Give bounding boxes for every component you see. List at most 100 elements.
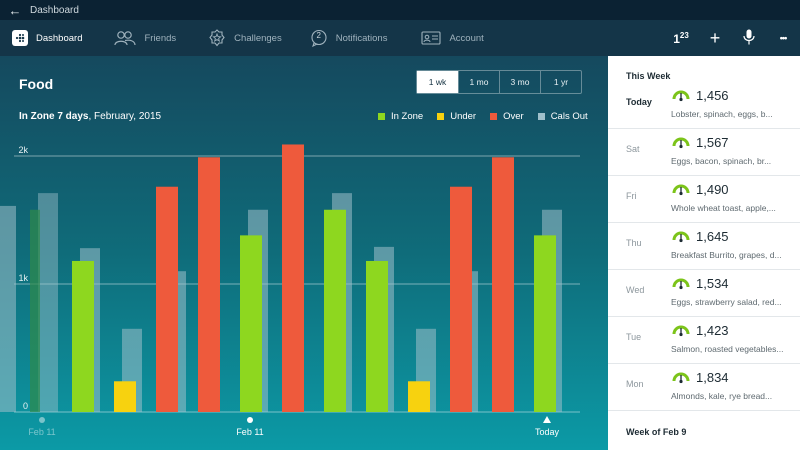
foods-summary: Breakfast Burrito, grapes, d... [671, 250, 782, 260]
food-bar [324, 209, 346, 412]
day-row[interactable]: Sat 1,567 Eggs, bacon, spinach, br... [608, 129, 800, 176]
foods-summary: Almonds, kale, rye bread... [671, 391, 773, 401]
top-nav: Dashboard Friends Challenges [0, 20, 800, 56]
add-button[interactable]: + [698, 20, 732, 56]
tab-3-months[interactable]: 3 mo [499, 71, 540, 93]
zone-summary: In Zone 7 days, February, 2015 [19, 111, 161, 122]
week-summary-panel: This Week Today 1,456 Lobster, spinach, eg… [608, 56, 800, 450]
day-label: Thu [626, 238, 642, 248]
calories-eaten: 1,834 [696, 370, 729, 385]
numbers-label: 123 [673, 30, 689, 46]
nav-label-account: Account [449, 32, 484, 44]
food-bar [408, 381, 430, 412]
food-bar [30, 209, 40, 412]
zone-gauge-icon [672, 372, 690, 386]
calories-eaten: 1,456 [696, 88, 729, 103]
numbers-button[interactable]: 123 [664, 20, 698, 56]
legend-label-over: Over [503, 111, 524, 122]
food-bar [240, 235, 262, 412]
nav-label-challenges: Challenges [234, 32, 282, 44]
cals-out-bar [38, 193, 58, 412]
nav-item-notifications[interactable]: 2 Notifications [298, 20, 400, 56]
calories-eaten: 1,567 [696, 135, 729, 150]
x-marker-today [543, 416, 551, 423]
bubble-count-icon: 2 [310, 29, 328, 47]
calories-eaten: 1,490 [696, 182, 729, 197]
range-tabs: 1 wk 1 mo 3 mo 1 yr [416, 70, 582, 94]
cals-out-bar [0, 205, 16, 412]
day-row[interactable]: Tue 1,423 Salmon, roasted vegetables... [608, 317, 800, 364]
y-tick-label: 1k [18, 273, 28, 283]
y-tick-label: 0 [23, 401, 28, 411]
legend-swatch-cals-out [537, 113, 545, 120]
legend-label-under: Under [450, 111, 477, 122]
tab-1-year[interactable]: 1 yr [540, 71, 581, 93]
plus-icon: + [709, 27, 721, 48]
window-title: Dashboard [30, 4, 79, 16]
nav-item-account[interactable]: Account [409, 20, 495, 56]
chart-legend: In Zone Under Over Cals Out [378, 111, 588, 122]
x-tick-label: Feb 11 [236, 427, 263, 437]
foods-summary: Eggs, strawberry salad, red... [671, 297, 782, 307]
y-tick-label: 2k [18, 145, 28, 155]
food-bar [450, 186, 472, 412]
notifications-count: 2 [316, 31, 321, 40]
legend-under: Under [437, 111, 476, 122]
food-bar [366, 260, 388, 412]
food-bar [492, 157, 514, 412]
more-icon: ••• [779, 33, 788, 43]
day-label: Fri [626, 191, 637, 201]
day-row[interactable]: Wed 1,534 Eggs, strawberry salad, red... [608, 270, 800, 317]
tab-1-week[interactable]: 1 wk [417, 71, 458, 93]
legend-over: Over [490, 111, 524, 122]
day-label: Tue [626, 332, 642, 342]
day-row[interactable]: Thu 1,645 Breakfast Burrito, grapes, d... [608, 223, 800, 270]
food-chart-panel: 2k 1k 0 Feb 11 Feb 11 Today Food 1 wk 1 mo 3 … [0, 56, 608, 450]
back-arrow-icon[interactable]: ← [8, 2, 22, 18]
zone-gauge-icon [672, 278, 690, 292]
legend-swatch-in-zone [378, 113, 385, 120]
friends-icon [114, 30, 137, 46]
day-label: Sat [626, 144, 640, 154]
calories-eaten: 1,534 [696, 276, 729, 291]
nav-actions: 123 + ••• [664, 20, 800, 56]
food-bar-chart: 2k 1k 0 Feb 11 Feb 11 Today [0, 144, 580, 437]
fitbit-logo-icon [12, 30, 28, 46]
food-bar [114, 381, 136, 412]
food-bar [72, 260, 94, 412]
x-marker-dot [39, 417, 45, 423]
x-tick-label: Today [535, 427, 560, 437]
foods-summary: Whole wheat toast, apple,... [671, 203, 776, 213]
legend-cals-out: Cals Out [537, 111, 588, 122]
microphone-icon [743, 29, 755, 48]
zone-gauge-icon [672, 90, 690, 104]
week-of-header: Week of Feb 9 [626, 427, 687, 437]
day-label: Today [626, 97, 652, 107]
more-button[interactable]: ••• [766, 20, 800, 56]
zone-gauge-icon [672, 184, 690, 198]
nav-label-notifications: Notifications [335, 32, 388, 44]
zone-gauge-icon [672, 137, 690, 151]
day-label: Mon [626, 379, 644, 389]
legend-label-in-zone: In Zone [391, 111, 424, 122]
tab-1-month[interactable]: 1 mo [458, 71, 499, 93]
legend-swatch-over [490, 113, 498, 120]
title-bar: ← Dashboard [0, 0, 800, 20]
nav-item-friends[interactable]: Friends [102, 20, 188, 56]
zone-gauge-icon [672, 231, 690, 245]
this-week-header: This Week [626, 71, 671, 81]
food-bar [534, 235, 556, 412]
legend-in-zone: In Zone [378, 111, 423, 122]
x-marker-dot [247, 417, 253, 423]
calories-eaten: 1,423 [696, 323, 729, 338]
food-title: Food [19, 76, 54, 92]
foods-summary: Lobster, spinach, eggs, b... [671, 109, 773, 119]
day-row[interactable]: Today 1,456 Lobster, spinach, eggs, b... [608, 82, 800, 129]
nav-item-dashboard[interactable]: Dashboard [0, 20, 94, 56]
food-bar [198, 157, 220, 412]
nav-item-challenges[interactable]: Challenges [196, 20, 294, 56]
nav-label-friends: Friends [144, 32, 177, 44]
day-row[interactable]: Mon 1,834 Almonds, kale, rye bread... [608, 364, 800, 411]
day-row[interactable]: Fri 1,490 Whole wheat toast, apple,... [608, 176, 800, 223]
microphone-button[interactable] [732, 20, 766, 56]
